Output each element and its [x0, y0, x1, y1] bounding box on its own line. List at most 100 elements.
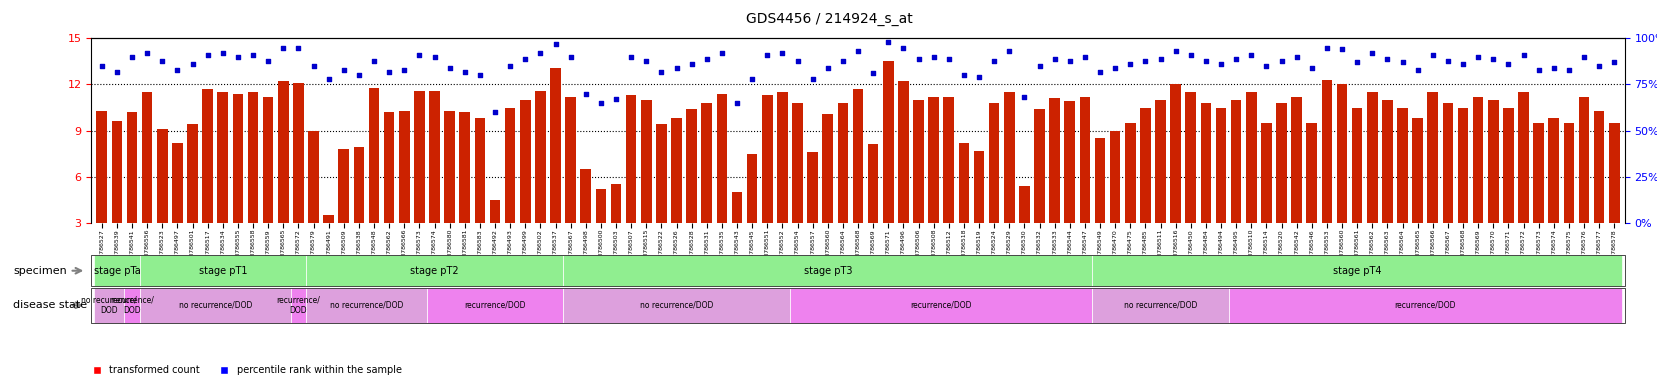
Point	[964, 74, 991, 80]
Bar	[746, 154, 757, 223]
Bar	[263, 97, 273, 223]
Point	[1132, 58, 1158, 64]
Point	[648, 68, 674, 74]
Point	[270, 45, 297, 51]
Bar	[126, 112, 138, 223]
Point	[482, 109, 509, 115]
Bar	[1200, 103, 1211, 223]
Bar	[595, 189, 606, 223]
Bar	[96, 111, 108, 223]
Bar	[1533, 123, 1543, 223]
Text: GDS4456 / 214924_s_at: GDS4456 / 214924_s_at	[746, 12, 911, 25]
Point	[497, 63, 524, 69]
Bar	[550, 68, 560, 223]
Text: no recurrence/
DOD: no recurrence/ DOD	[81, 296, 138, 315]
Bar	[807, 152, 817, 223]
Point	[1056, 58, 1082, 64]
Point	[828, 58, 855, 64]
Bar	[1185, 92, 1195, 223]
Bar	[1321, 80, 1331, 223]
Bar	[1215, 108, 1226, 223]
Bar	[247, 92, 258, 223]
Bar	[988, 103, 999, 223]
Bar	[1170, 84, 1180, 223]
Bar	[792, 103, 802, 223]
Bar	[625, 95, 636, 223]
Point	[1041, 56, 1067, 62]
Bar	[1049, 98, 1059, 223]
Point	[1238, 52, 1264, 58]
Text: disease state: disease state	[13, 300, 88, 310]
Point	[1327, 46, 1354, 53]
Point	[1418, 52, 1445, 58]
Text: recurrence/
DOD: recurrence/ DOD	[109, 296, 154, 315]
Bar	[399, 111, 409, 223]
Bar	[1471, 97, 1483, 223]
Point	[285, 45, 312, 51]
Bar	[837, 103, 848, 223]
Point	[769, 50, 795, 56]
Point	[345, 72, 371, 78]
Point	[1162, 48, 1188, 55]
Point	[1117, 61, 1143, 67]
Bar	[641, 100, 651, 223]
Bar	[232, 94, 244, 223]
Bar	[867, 144, 878, 223]
Point	[391, 67, 418, 73]
Point	[1283, 54, 1309, 60]
Bar	[1592, 111, 1604, 223]
Bar	[686, 109, 696, 223]
Bar	[217, 92, 229, 223]
Point	[557, 54, 583, 60]
Bar	[1291, 97, 1301, 223]
Text: recurrence/DOD: recurrence/DOD	[464, 301, 525, 310]
Bar	[1109, 131, 1120, 223]
Bar	[1244, 92, 1256, 223]
Bar	[898, 81, 908, 223]
Point	[603, 96, 630, 102]
Point	[1601, 59, 1627, 65]
Point	[875, 39, 901, 45]
Point	[194, 52, 220, 58]
Point	[618, 54, 645, 60]
Point	[209, 50, 235, 56]
Bar	[1094, 138, 1105, 223]
Bar	[762, 95, 772, 223]
Bar	[111, 121, 123, 223]
Point	[119, 54, 146, 60]
Bar	[308, 131, 318, 223]
Point	[920, 54, 946, 60]
Point	[104, 68, 131, 74]
Point	[905, 56, 931, 62]
Point	[1102, 65, 1128, 71]
Point	[88, 63, 114, 69]
Point	[512, 56, 539, 62]
Point	[1176, 52, 1203, 58]
Point	[1070, 54, 1097, 60]
Text: no recurrence/DOD: no recurrence/DOD	[640, 301, 713, 310]
Point	[1268, 58, 1294, 64]
Point	[860, 70, 886, 76]
Bar	[701, 103, 711, 223]
Bar	[973, 151, 984, 223]
Point	[708, 50, 734, 56]
Bar	[143, 92, 152, 223]
Point	[1389, 59, 1415, 65]
Bar	[777, 92, 787, 223]
Bar	[610, 184, 621, 223]
Bar	[943, 97, 953, 223]
Point	[663, 65, 689, 71]
Point	[799, 76, 825, 82]
Point	[330, 67, 356, 73]
Bar	[1350, 108, 1362, 223]
Text: no recurrence/DOD: no recurrence/DOD	[330, 301, 403, 310]
Point	[1495, 61, 1521, 67]
Point	[724, 100, 751, 106]
Bar	[520, 100, 530, 223]
Point	[572, 91, 598, 97]
Bar	[1563, 123, 1572, 223]
Bar	[1125, 123, 1135, 223]
Bar	[1365, 92, 1377, 223]
Bar	[1034, 109, 1044, 223]
Bar	[459, 112, 471, 223]
